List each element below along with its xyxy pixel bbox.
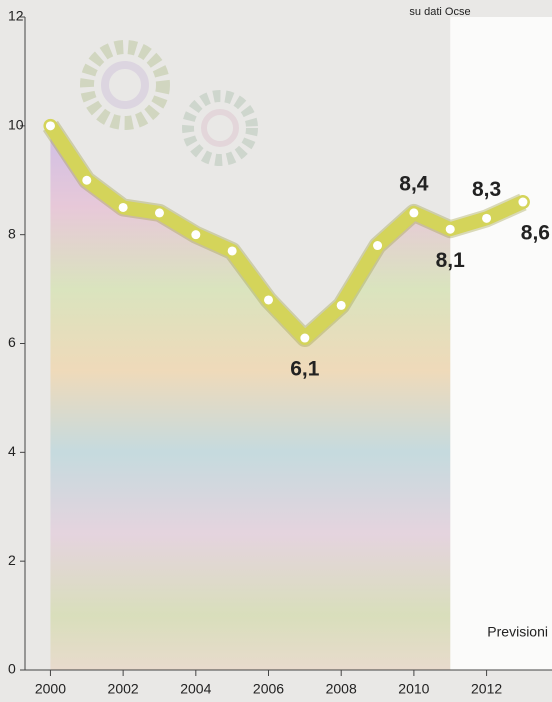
point (446, 225, 455, 234)
data-label: 8,3 (472, 178, 501, 201)
x-tick-label: 2012 (471, 681, 502, 697)
data-label: 8,6 (521, 222, 550, 245)
y-tick-label: 8 (8, 225, 16, 241)
data-label: 6,1 (290, 358, 320, 381)
point (155, 208, 164, 217)
x-tick-label: 2010 (398, 681, 429, 697)
x-tick-label: 2006 (253, 681, 284, 697)
point (228, 246, 237, 255)
x-tick-label: 2004 (180, 681, 211, 697)
source: su dati Ocse (409, 6, 470, 18)
y-tick-label: 12 (8, 8, 24, 24)
y-tick-label: 2 (8, 552, 16, 568)
y-tick-label: 6 (8, 334, 16, 350)
y-tick-label: 0 (8, 661, 16, 677)
chart: su dati Ocse 0 2 4 6 8 10 12 2000 2002 2004 2006 20… (0, 0, 552, 702)
point (119, 203, 128, 212)
point (373, 241, 382, 250)
point (191, 230, 200, 239)
x-tick-label: 2000 (35, 681, 66, 697)
point (264, 295, 273, 304)
point (482, 214, 491, 223)
x-tick-label: 2002 (108, 681, 139, 697)
annotation: Previsioni (487, 624, 548, 640)
point (46, 121, 55, 130)
y-tick-label: 4 (8, 443, 16, 459)
point (300, 334, 309, 343)
data-label: 8,4 (399, 172, 429, 195)
point (337, 301, 346, 310)
point (518, 198, 527, 207)
x-tick-label: 2008 (326, 681, 357, 697)
point (409, 208, 418, 217)
point (82, 176, 91, 185)
y-tick-label: 10 (8, 117, 24, 133)
data-label: 8,1 (436, 249, 466, 272)
forecast-region (450, 17, 552, 670)
